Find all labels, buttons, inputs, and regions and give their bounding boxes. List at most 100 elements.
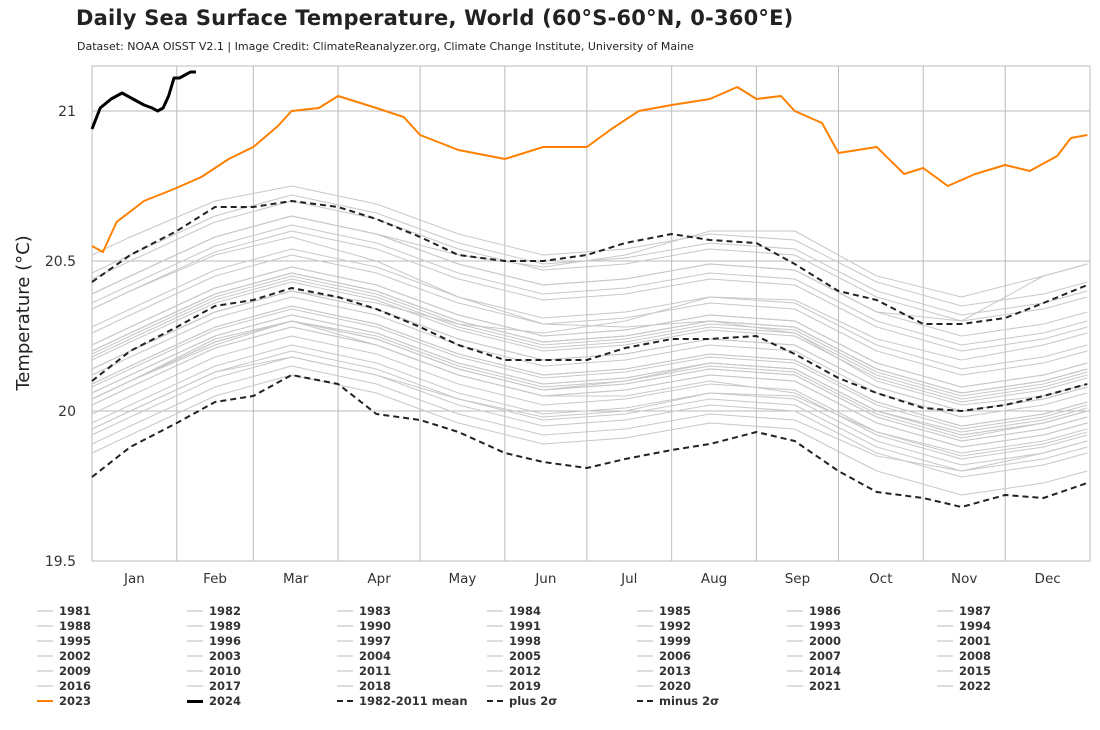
legend-label: 2001 (959, 634, 992, 648)
legend-item[interactable]: 1988 (37, 619, 91, 633)
series-line-1998 (91, 236, 1088, 406)
legend-item[interactable]: plus 2σ (487, 694, 557, 708)
legend-label: 1987 (959, 604, 992, 618)
legend-item[interactable]: 2007 (787, 649, 841, 663)
legend-item[interactable]: 1995 (37, 634, 91, 648)
legend-item[interactable]: 2011 (337, 664, 391, 678)
legend-label: 1982 (209, 604, 242, 618)
legend-item[interactable]: 1986 (787, 604, 841, 618)
legend-label: 2011 (359, 664, 392, 678)
legend-item[interactable]: 2008 (937, 649, 991, 663)
legend-swatch (787, 670, 803, 672)
series-line-1986 (91, 356, 1088, 454)
legend-item[interactable]: 2017 (187, 679, 241, 693)
series-line-2024 (90, 70, 196, 130)
series-line-1992 (91, 335, 1088, 457)
legend-label: 2017 (209, 679, 242, 693)
legend-item[interactable]: 1996 (187, 634, 241, 648)
legend-swatch (637, 670, 653, 672)
series-line-2002 (91, 275, 1088, 397)
legend-swatch (337, 610, 353, 612)
legend-item[interactable]: 2000 (787, 634, 841, 648)
legend-item[interactable]: 1989 (187, 619, 241, 633)
legend-swatch (487, 685, 503, 687)
legend-label: 2002 (59, 649, 92, 663)
series-line-2000 (91, 320, 1088, 442)
legend-label: 1982-2011 mean (359, 694, 468, 708)
legend-item[interactable]: 1992 (637, 619, 691, 633)
legend-item[interactable]: 2015 (937, 664, 991, 678)
legend-item[interactable]: 2022 (937, 679, 991, 693)
legend-label: 1981 (59, 604, 92, 618)
legend-item[interactable]: 1991 (487, 619, 541, 633)
legend-swatch (937, 625, 953, 627)
legend-item[interactable]: 1997 (337, 634, 391, 648)
legend-swatch (787, 640, 803, 642)
legend-item[interactable]: 1981 (37, 604, 91, 618)
legend-swatch (937, 685, 953, 687)
legend-swatch (937, 610, 953, 612)
legend-item[interactable]: 2010 (187, 664, 241, 678)
legend-item[interactable]: 2019 (487, 679, 541, 693)
legend-item[interactable]: 1985 (637, 604, 691, 618)
legend-label: minus 2σ (659, 694, 720, 708)
legend-item[interactable]: 2009 (37, 664, 91, 678)
legend-item[interactable]: 1982 (187, 604, 241, 618)
legend-label: 2015 (959, 664, 992, 678)
legend-label: 1989 (209, 619, 242, 633)
legend-swatch (337, 700, 353, 702)
legend-swatch (187, 640, 203, 642)
legend-item[interactable]: 1990 (337, 619, 391, 633)
legend-item[interactable]: 1982-2011 mean (337, 694, 468, 708)
legend-item[interactable]: 2023 (37, 694, 91, 708)
legend-item[interactable]: 2013 (637, 664, 691, 678)
legend-item[interactable]: 1993 (787, 619, 841, 633)
x-tick-label: Dec (1035, 571, 1061, 587)
legend-item[interactable]: 2020 (637, 679, 691, 693)
legend-swatch (37, 655, 53, 657)
legend-item[interactable]: 1999 (637, 634, 691, 648)
legend-item[interactable]: 2005 (487, 649, 541, 663)
legend-label: 2020 (659, 679, 692, 693)
legend-item[interactable]: minus 2σ (637, 694, 719, 708)
series-line-1995 (91, 305, 1088, 427)
legend-item[interactable]: 2018 (337, 679, 391, 693)
legend-item[interactable]: 2003 (187, 649, 241, 663)
legend-item[interactable]: 2024 (187, 694, 241, 708)
legend-item[interactable]: 1998 (487, 634, 541, 648)
legend-label: 1995 (59, 634, 92, 648)
legend-swatch (637, 655, 653, 657)
legend-swatch (487, 625, 503, 627)
series-line-1994 (91, 320, 1088, 433)
series-line-1983 (91, 320, 1088, 460)
legend-item[interactable]: 2004 (337, 649, 391, 663)
legend-item[interactable]: 2016 (37, 679, 91, 693)
legend-label: 2008 (959, 649, 992, 663)
legend-item[interactable]: 2021 (787, 679, 841, 693)
legend-item[interactable]: 2002 (37, 649, 91, 663)
legend-item[interactable]: 1987 (937, 604, 991, 618)
legend-label: 2009 (59, 664, 92, 678)
series-line-2013 (91, 272, 1088, 394)
series-line-2015 (91, 215, 1088, 298)
legend-label: 2007 (809, 649, 842, 663)
legend-label: 2018 (359, 679, 392, 693)
legend-item[interactable]: 2014 (787, 664, 841, 678)
legend-label: 2003 (209, 649, 242, 663)
legend-item[interactable]: 1984 (487, 604, 541, 618)
chart-title: Daily Sea Surface Temperature, World (60… (76, 6, 794, 30)
x-tick-label: Mar (283, 571, 309, 587)
legend-item[interactable]: 1994 (937, 619, 991, 633)
legend-item[interactable]: 2001 (937, 634, 991, 648)
legend-swatch (787, 610, 803, 612)
series-line-mean (91, 287, 1088, 412)
series-line-1989 (91, 344, 1088, 466)
legend-item[interactable]: 1983 (337, 604, 391, 618)
legend-swatch (187, 610, 203, 612)
legend-swatch (37, 700, 53, 702)
legend-label: 2013 (659, 664, 692, 678)
legend-swatch (337, 625, 353, 627)
legend-item[interactable]: 2012 (487, 664, 541, 678)
y-tick-label: 20.5 (45, 254, 76, 270)
legend-item[interactable]: 2006 (637, 649, 691, 663)
